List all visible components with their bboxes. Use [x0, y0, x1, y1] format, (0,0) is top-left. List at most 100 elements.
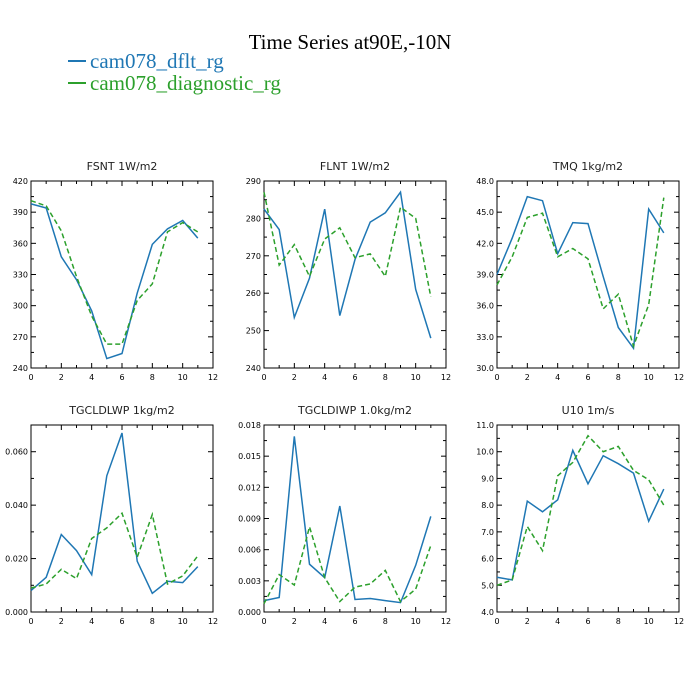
- panel-title-3: TGCLDLWP 1kg/m2: [68, 404, 174, 417]
- y-tick-label-5-4: 8.0: [481, 501, 494, 510]
- panel-title-2: TMQ 1kg/m2: [552, 160, 623, 173]
- y-tick-label-2-5: 45.0: [476, 208, 494, 217]
- series-line-3-0: [30, 432, 199, 595]
- x-tick-label-1-1: 2: [292, 373, 297, 382]
- x-tick-label-3-4: 8: [150, 617, 155, 626]
- x-tick-label-3-3: 6: [119, 617, 124, 626]
- x-tick-label-2-2: 4: [555, 373, 560, 382]
- series-line-2-0: [496, 195, 665, 351]
- y-tick-label-0-4: 360: [13, 239, 28, 248]
- y-tick-label-5-3: 7.0: [481, 528, 494, 537]
- y-tick-label-5-7: 11.0: [476, 421, 494, 430]
- x-tick-label-2-1: 2: [525, 373, 530, 382]
- x-tick-label-3-5: 10: [178, 617, 188, 626]
- x-tick-label-1-4: 8: [383, 373, 388, 382]
- x-tick-label-0-5: 10: [178, 373, 188, 382]
- y-tick-label-0-2: 300: [13, 302, 28, 311]
- x-tick-label-1-2: 4: [322, 373, 327, 382]
- x-tick-label-3-6: 12: [208, 617, 218, 626]
- legend-label-dflt: cam078_dflt_rg: [90, 49, 224, 73]
- x-tick-label-5-4: 8: [616, 617, 621, 626]
- panel-title-5: U10 1m/s: [562, 404, 615, 417]
- x-tick-label-0-0: 0: [28, 373, 33, 382]
- x-tick-label-5-2: 4: [555, 617, 560, 626]
- y-tick-label-4-1: 0.003: [238, 577, 261, 586]
- legend: cam078_dflt_rg cam078_diagnostic_rg: [68, 50, 281, 94]
- y-tick-label-2-4: 42.0: [476, 239, 494, 248]
- series-line-0-0: [30, 203, 199, 360]
- x-tick-label-5-5: 10: [644, 617, 654, 626]
- x-tick-label-5-1: 2: [525, 617, 530, 626]
- y-tick-label-4-6: 0.018: [238, 421, 261, 430]
- plot-frame-0: [30, 180, 214, 369]
- y-tick-label-4-4: 0.012: [238, 483, 261, 492]
- y-tick-label-0-0: 240: [13, 364, 28, 373]
- y-tick-label-1-5: 290: [246, 177, 261, 186]
- series-line-1-1: [263, 192, 432, 298]
- x-tick-label-4-5: 10: [411, 617, 421, 626]
- y-tick-label-4-3: 0.009: [238, 515, 261, 524]
- plot-frame-1: [263, 180, 447, 369]
- panel-title-1: FLNT 1W/m2: [320, 160, 390, 173]
- y-tick-label-2-6: 48.0: [476, 177, 494, 186]
- x-tick-label-0-4: 8: [150, 373, 155, 382]
- series-line-1-0: [263, 190, 432, 339]
- x-tick-label-2-0: 0: [494, 373, 499, 382]
- x-tick-label-5-6: 12: [674, 617, 684, 626]
- x-tick-label-3-1: 2: [59, 617, 64, 626]
- plot-frame-4: [263, 424, 447, 613]
- y-tick-label-5-6: 10.0: [476, 448, 494, 457]
- y-tick-label-0-3: 330: [13, 271, 28, 280]
- y-tick-label-1-2: 260: [246, 289, 261, 298]
- x-tick-label-2-6: 12: [674, 373, 684, 382]
- y-tick-label-4-0: 0.000: [238, 608, 261, 617]
- x-tick-label-4-1: 2: [292, 617, 297, 626]
- y-tick-label-2-0: 30.0: [476, 364, 494, 373]
- x-tick-label-4-0: 0: [261, 617, 266, 626]
- x-tick-label-2-3: 6: [585, 373, 590, 382]
- x-tick-label-5-0: 0: [494, 617, 499, 626]
- y-tick-label-1-4: 280: [246, 214, 261, 223]
- x-tick-label-4-3: 6: [352, 617, 357, 626]
- x-tick-label-0-2: 4: [89, 373, 94, 382]
- series-line-3-1: [30, 511, 199, 589]
- y-tick-label-5-1: 5.0: [481, 581, 494, 590]
- y-tick-label-4-5: 0.015: [238, 452, 261, 461]
- y-tick-label-3-3: 0.060: [5, 448, 28, 457]
- legend-line-diagnostic: [68, 82, 86, 84]
- series-line-5-1: [496, 434, 665, 587]
- x-tick-label-4-6: 12: [441, 617, 451, 626]
- y-tick-label-2-1: 33.0: [476, 333, 494, 342]
- series-line-0-1: [30, 199, 199, 345]
- y-tick-label-1-1: 250: [246, 327, 261, 336]
- panel-title-4: TGCLDIWP 1.0kg/m2: [297, 404, 412, 417]
- x-tick-label-0-3: 6: [119, 373, 124, 382]
- y-tick-label-3-1: 0.020: [5, 555, 28, 564]
- y-tick-label-1-0: 240: [246, 364, 261, 373]
- x-tick-label-2-5: 10: [644, 373, 654, 382]
- x-tick-label-3-2: 4: [89, 617, 94, 626]
- y-tick-label-5-5: 9.0: [481, 474, 494, 483]
- legend-line-dflt: [68, 60, 86, 62]
- legend-item-dflt: cam078_dflt_rg: [68, 50, 281, 72]
- y-tick-label-0-1: 270: [13, 333, 28, 342]
- x-tick-label-1-6: 12: [441, 373, 451, 382]
- y-tick-label-0-5: 390: [13, 208, 28, 217]
- x-tick-label-4-4: 8: [383, 617, 388, 626]
- chart-title: Time Series at90E,-10N: [248, 30, 452, 54]
- x-tick-label-1-5: 10: [411, 373, 421, 382]
- x-tick-label-3-0: 0: [28, 617, 33, 626]
- x-tick-label-4-2: 4: [322, 617, 327, 626]
- y-tick-label-2-2: 36.0: [476, 302, 494, 311]
- plot-frame-3: [30, 424, 214, 613]
- plot-frame-2: [496, 180, 680, 369]
- y-tick-label-5-2: 6.0: [481, 555, 494, 564]
- x-tick-label-0-6: 12: [208, 373, 218, 382]
- x-tick-label-5-3: 6: [585, 617, 590, 626]
- y-tick-label-1-3: 270: [246, 252, 261, 261]
- legend-item-diagnostic: cam078_diagnostic_rg: [68, 72, 281, 94]
- series-line-4-1: [263, 524, 432, 605]
- legend-label-diagnostic: cam078_diagnostic_rg: [90, 71, 281, 95]
- x-tick-label-2-4: 8: [616, 373, 621, 382]
- series-line-2-1: [496, 197, 665, 349]
